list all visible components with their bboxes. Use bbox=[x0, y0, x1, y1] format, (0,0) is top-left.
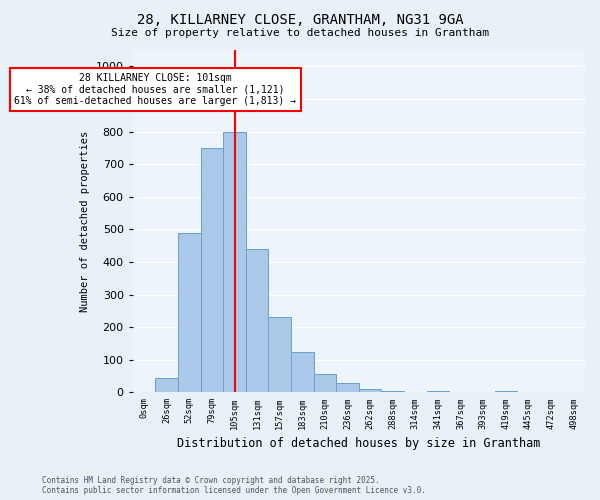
Bar bbox=[427, 390, 449, 392]
Bar bbox=[268, 318, 291, 392]
X-axis label: Distribution of detached houses by size in Grantham: Distribution of detached houses by size … bbox=[177, 437, 541, 450]
Text: Contains HM Land Registry data © Crown copyright and database right 2025.
Contai: Contains HM Land Registry data © Crown c… bbox=[42, 476, 426, 495]
Bar bbox=[200, 148, 223, 392]
Text: 28 KILLARNEY CLOSE: 101sqm
← 38% of detached houses are smaller (1,121)
61% of s: 28 KILLARNEY CLOSE: 101sqm ← 38% of deta… bbox=[14, 73, 296, 106]
Y-axis label: Number of detached properties: Number of detached properties bbox=[80, 130, 90, 312]
Bar bbox=[336, 382, 359, 392]
Bar bbox=[155, 378, 178, 392]
Bar bbox=[178, 232, 200, 392]
Bar bbox=[291, 352, 314, 393]
Bar bbox=[382, 390, 404, 392]
Bar bbox=[494, 390, 517, 392]
Bar bbox=[359, 389, 382, 392]
Bar bbox=[223, 132, 246, 392]
Bar bbox=[246, 249, 268, 392]
Bar bbox=[314, 374, 336, 392]
Text: 28, KILLARNEY CLOSE, GRANTHAM, NG31 9GA: 28, KILLARNEY CLOSE, GRANTHAM, NG31 9GA bbox=[137, 12, 463, 26]
Text: Size of property relative to detached houses in Grantham: Size of property relative to detached ho… bbox=[111, 28, 489, 38]
